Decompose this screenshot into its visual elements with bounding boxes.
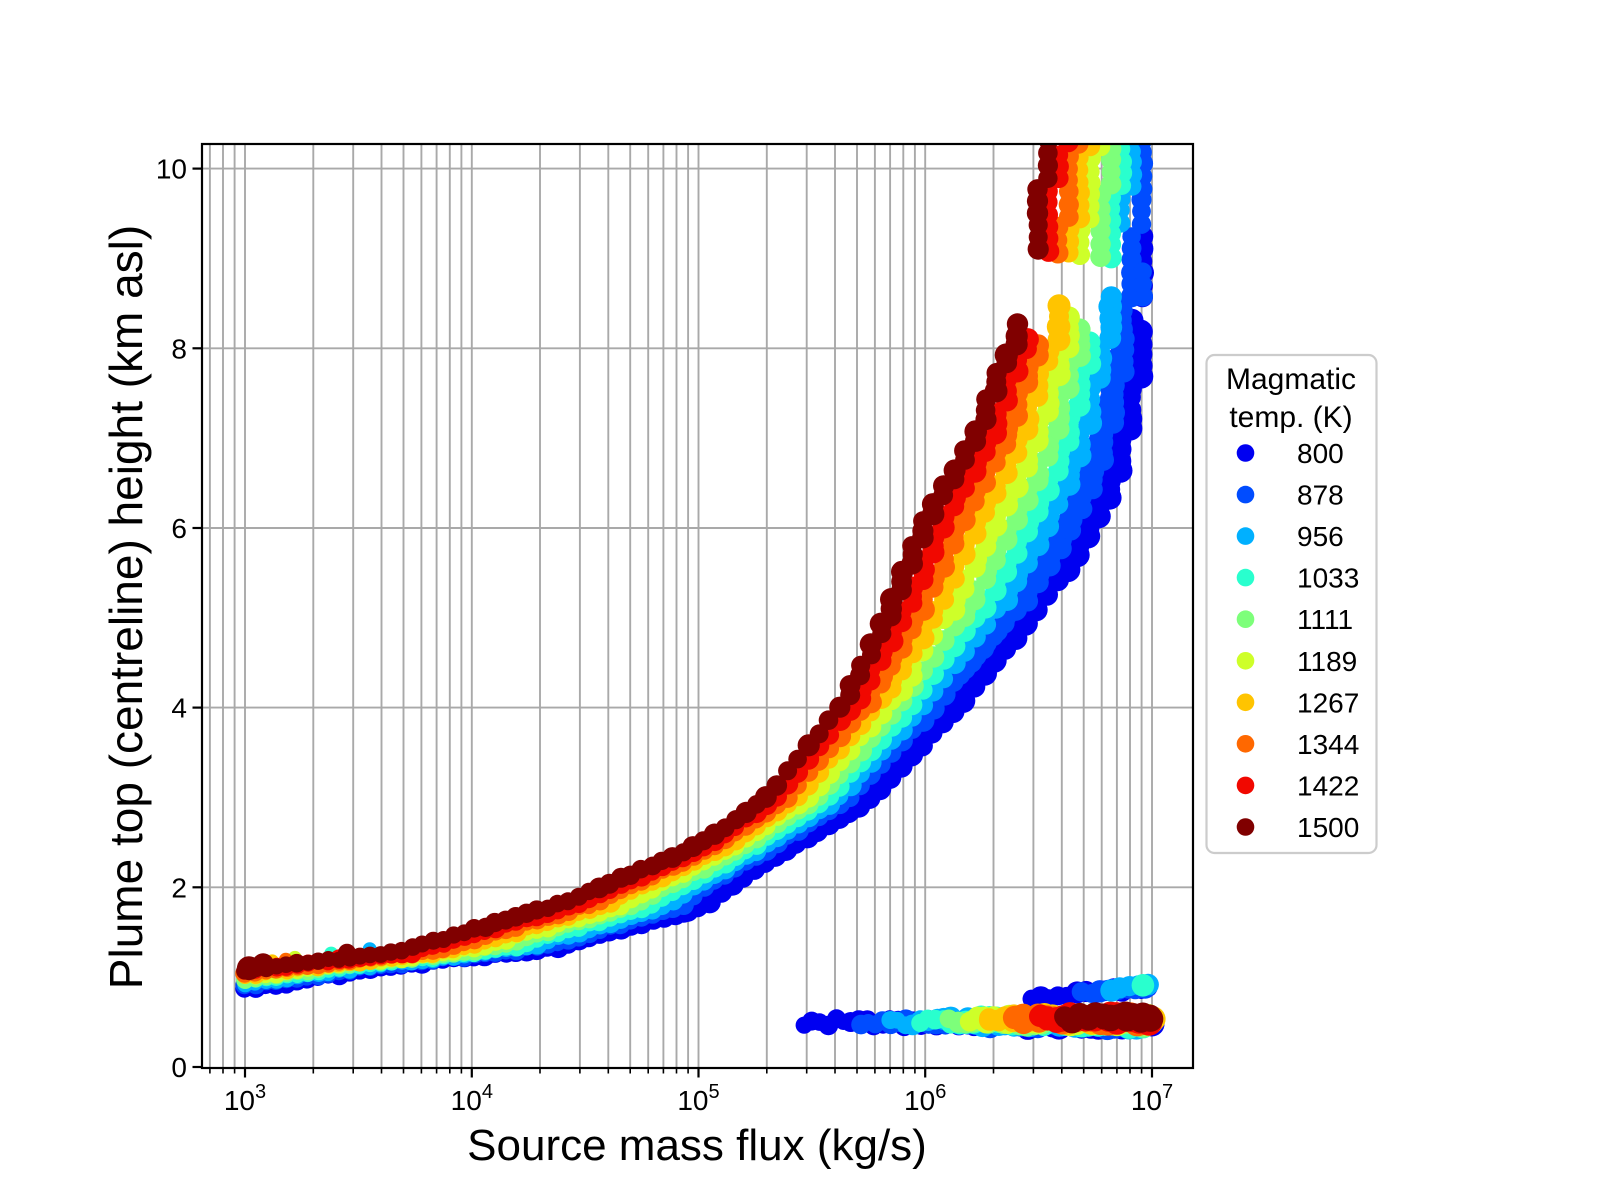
svg-text:1111: 1111 — [1297, 604, 1353, 635]
svg-text:temp. (K): temp. (K) — [1229, 401, 1352, 434]
svg-text:1033: 1033 — [1297, 563, 1359, 594]
svg-text:4: 4 — [171, 693, 187, 724]
svg-text:956: 956 — [1297, 521, 1344, 552]
svg-text:1267: 1267 — [1297, 687, 1359, 718]
svg-text:10: 10 — [156, 154, 187, 185]
svg-text:878: 878 — [1297, 480, 1344, 511]
svg-text:6: 6 — [171, 513, 187, 544]
svg-text:1500: 1500 — [1297, 812, 1359, 843]
svg-text:8: 8 — [171, 333, 187, 364]
svg-text:2: 2 — [171, 872, 187, 903]
svg-text:Source mass flux (kg/s): Source mass flux (kg/s) — [467, 1121, 927, 1170]
svg-text:1189: 1189 — [1297, 646, 1357, 677]
svg-text:Magmatic: Magmatic — [1226, 363, 1356, 396]
svg-text:107: 107 — [1131, 1081, 1173, 1116]
svg-text:800: 800 — [1297, 438, 1344, 469]
svg-text:1422: 1422 — [1297, 770, 1359, 801]
svg-text:Plume top (centreline) height: Plume top (centreline) height (km asl) — [100, 225, 152, 989]
svg-text:1344: 1344 — [1297, 729, 1359, 760]
svg-text:0: 0 — [171, 1052, 187, 1083]
